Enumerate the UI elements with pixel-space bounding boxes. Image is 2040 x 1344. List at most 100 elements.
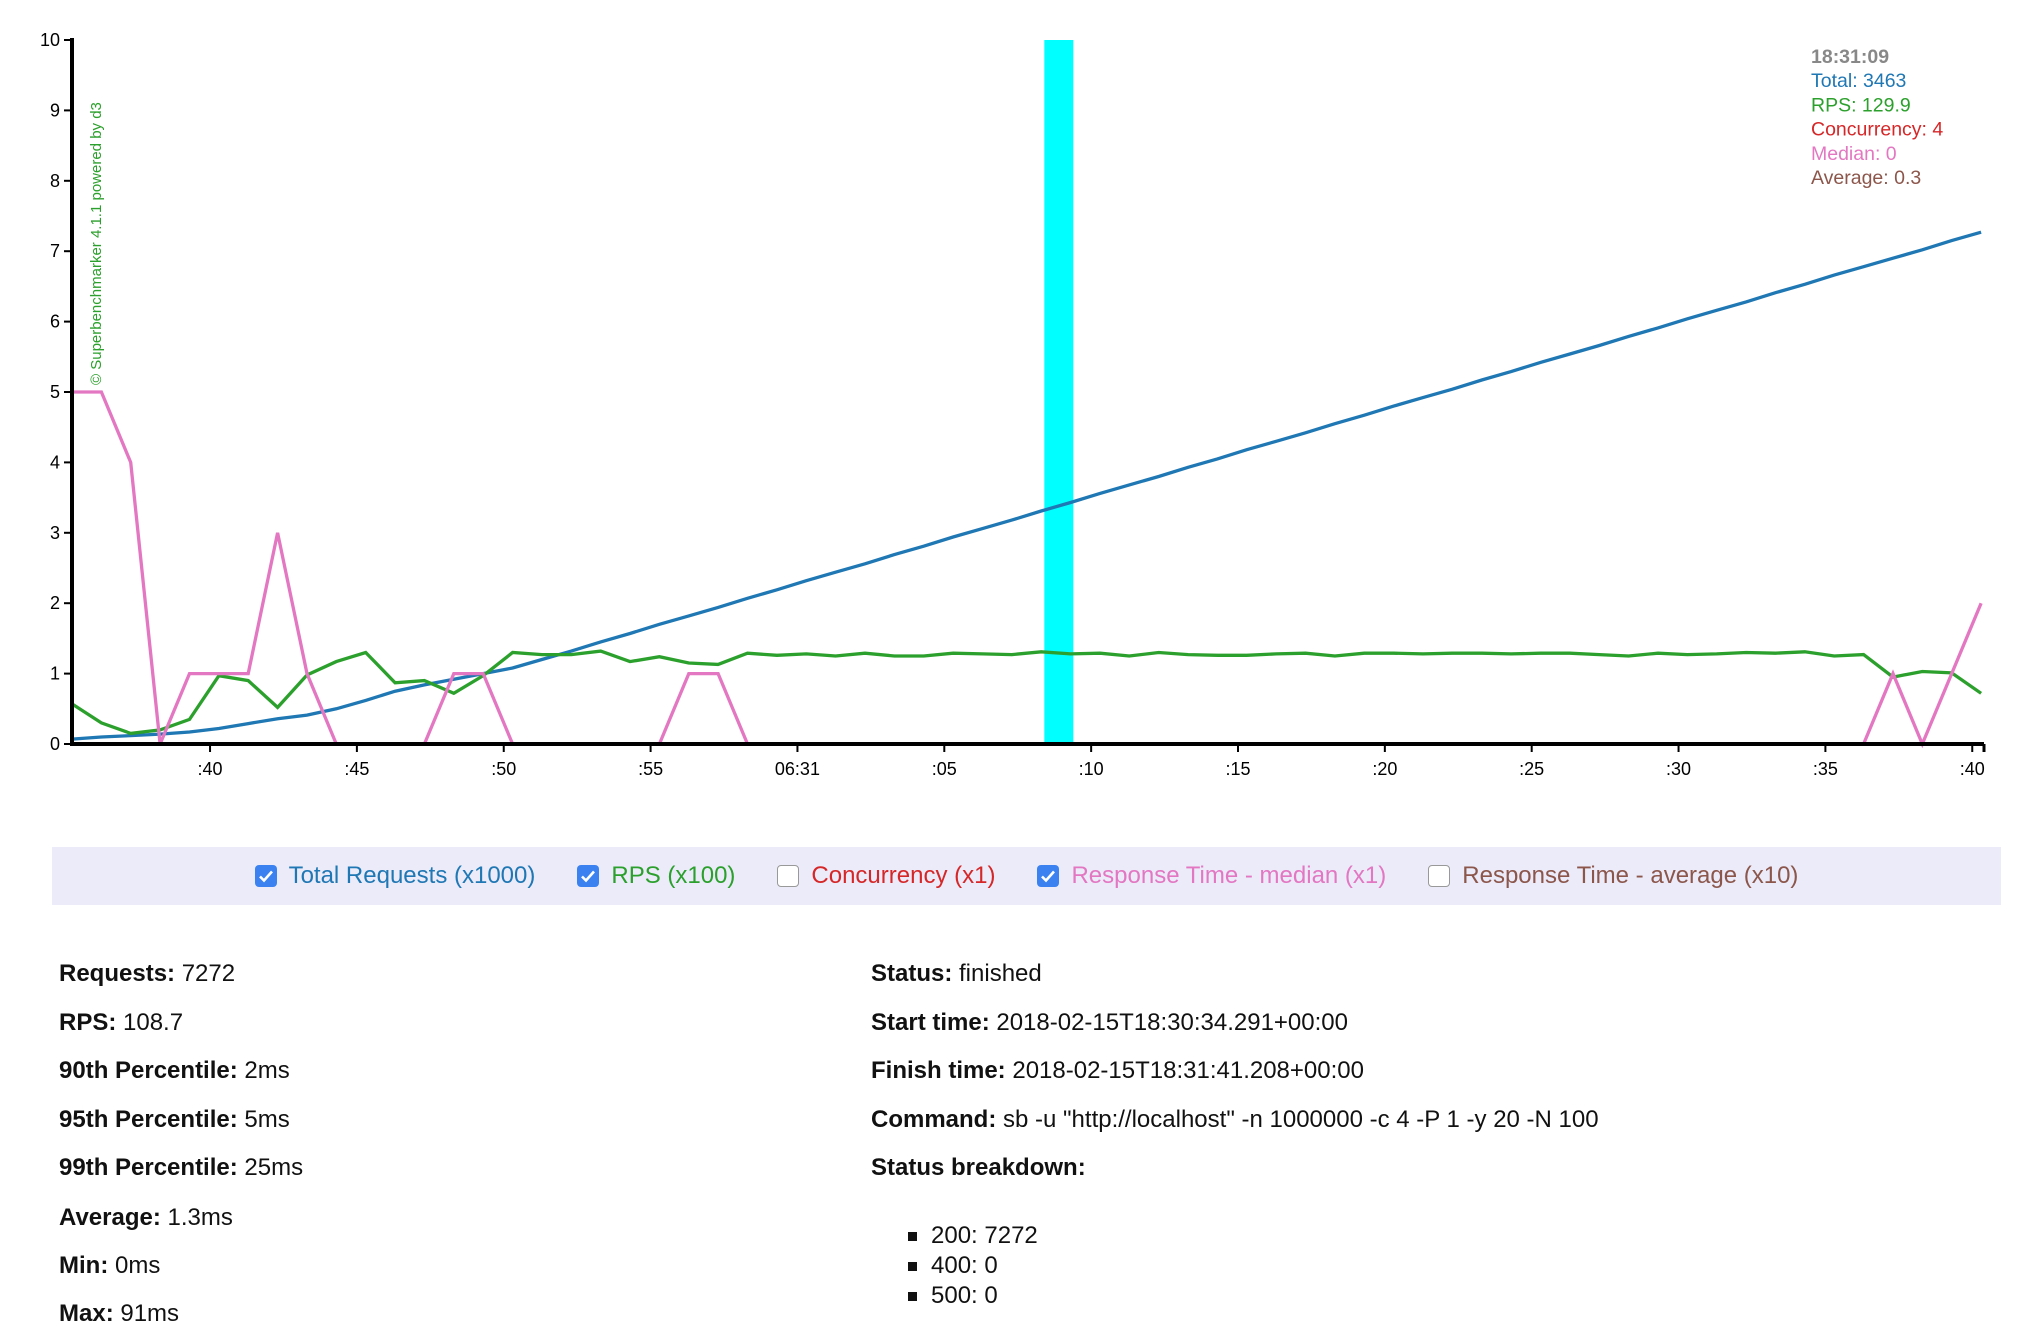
x-tick-label: :30: [1666, 759, 1691, 779]
stat-label: 90th Percentile:: [59, 1057, 238, 1084]
stat-row: Status: finished: [871, 960, 1042, 988]
stat-label: 99th Percentile:: [59, 1154, 238, 1181]
stat-value: 0ms: [108, 1252, 161, 1279]
stat-value: 91ms: [113, 1300, 180, 1327]
x-tick-label: :05: [932, 759, 957, 779]
check: [258, 870, 273, 883]
breakdown-item: 500: 0: [908, 1282, 998, 1310]
breakdown: Status breakdown:: [871, 1154, 1086, 1182]
y-tick-label: 10: [40, 30, 60, 50]
legend-item[interactable]: Total Requests (x1000): [254, 862, 536, 890]
stat-label: Min:: [59, 1252, 109, 1279]
y-tick-label: 2: [50, 593, 60, 613]
x-tick-label: :40: [1960, 759, 1985, 779]
series-line: [71, 230, 1982, 741]
legend: Total Requests (x1000) RPS (x100) Concurre…: [52, 847, 2001, 905]
check: [1041, 870, 1056, 883]
breakdown-text: 500: 0: [931, 1282, 998, 1309]
legend-item[interactable]: RPS (x100): [577, 862, 735, 890]
breakdown-title: Status breakdown:: [871, 1154, 1086, 1181]
stat-row: 99th Percentile: 25ms: [59, 1154, 303, 1182]
stat-label: Max:: [59, 1300, 114, 1327]
stat-label: Average:: [59, 1204, 161, 1231]
stat-row: Finish time: 2018-02-15T18:31:41.208+00:…: [871, 1057, 1364, 1085]
stat-row: 95th Percentile: 5ms: [59, 1106, 290, 1134]
y-tick-label: 0: [50, 734, 60, 754]
y-tick-label: 6: [50, 312, 60, 332]
y-tick-label: 9: [50, 100, 60, 120]
stat-label: 95th Percentile:: [59, 1106, 238, 1133]
tooltip-line: Average: 0.3: [1811, 167, 1921, 189]
x-tick-label: :15: [1225, 759, 1250, 779]
stat-label: Start time:: [871, 1009, 990, 1036]
checkbox[interactable]: [1037, 865, 1060, 887]
x-tick-label: :50: [491, 759, 516, 779]
breakdown-text: 400: 0: [931, 1252, 998, 1279]
stat-value: finished: [952, 960, 1042, 987]
stat-value: 25ms: [237, 1154, 304, 1181]
stat-value: 108.7: [116, 1009, 184, 1036]
breakdown-text: 200: 7272: [931, 1222, 1038, 1249]
y-tick-label: 1: [50, 664, 60, 684]
y-tick-label: 5: [50, 382, 60, 402]
checkbox[interactable]: [254, 865, 277, 887]
x-tick-label: :25: [1519, 759, 1544, 779]
stat-label: Status:: [871, 960, 953, 987]
legend-label: Concurrency (x1): [811, 862, 996, 889]
stat-value: 2018-02-15T18:31:41.208+00:00: [1005, 1057, 1364, 1084]
stat-row: Command: sb -u "http://localhost" -n 100…: [871, 1106, 1599, 1134]
x-tick-label: :35: [1813, 759, 1838, 779]
tooltip-line: Median: 0: [1811, 143, 1897, 165]
breakdown-item: 200: 7272: [908, 1222, 1038, 1250]
stat-value: sb -u "http://localhost" -n 1000000 -c 4…: [996, 1106, 1599, 1133]
x-tick-label: :20: [1372, 759, 1397, 779]
x-tick-label: :40: [198, 759, 223, 779]
check: [581, 870, 596, 883]
y-tick-label: 4: [50, 452, 60, 472]
legend-label: RPS (x100): [611, 862, 736, 889]
stat-row: RPS: 108.7: [59, 1009, 183, 1037]
checkbox[interactable]: [1428, 865, 1451, 887]
checkbox[interactable]: [577, 865, 600, 887]
stat-row: Requests: 7272: [59, 960, 235, 988]
stat-label: RPS:: [59, 1009, 117, 1036]
chart: 0 1 2 3 4 5 6 7 8 9 10:40:45:50:55 06:31:05:10:15:2…: [40, 30, 1986, 779]
stat-row: Min: 0ms: [59, 1252, 160, 1280]
breakdown-item: 400: 0: [908, 1252, 998, 1280]
legend-label: Response Time - average (x10): [1462, 862, 1799, 889]
cursor-bar: [1044, 40, 1074, 744]
watermark: © Superbenchmarker 4.1.1 powered by d3: [88, 102, 105, 385]
legend-item[interactable]: Response Time - median (x1): [1037, 862, 1386, 890]
bullet: [908, 1232, 917, 1242]
tooltip-line: RPS: 129.9: [1811, 94, 1911, 116]
bullet: [908, 1292, 917, 1302]
legend-item[interactable]: Response Time - average (x10): [1428, 862, 1798, 890]
series-line: [71, 649, 1983, 736]
stat-value: 2ms: [237, 1057, 290, 1084]
y-tick-label: 3: [50, 523, 60, 543]
x-tick-label: :10: [1079, 759, 1104, 779]
checkbox[interactable]: [777, 865, 800, 887]
legend-item[interactable]: Concurrency (x1): [777, 862, 995, 890]
stat-value: 5ms: [237, 1106, 290, 1133]
stat-value: 1.3ms: [160, 1204, 233, 1231]
y-tick-label: 8: [50, 171, 60, 191]
x-tick-label: :55: [638, 759, 663, 779]
x-tick-label: :45: [344, 759, 369, 779]
bullet: [908, 1262, 917, 1272]
y-tick-label: 7: [50, 241, 60, 261]
stat-label: Requests:: [59, 960, 176, 987]
stat-row: Max: 91ms: [59, 1300, 179, 1328]
tooltip-line: Total: 3463: [1811, 70, 1906, 92]
stat-value: 7272: [175, 960, 236, 987]
tooltip-line: 18:31:09: [1811, 46, 1889, 68]
legend-label: Response Time - median (x1): [1071, 862, 1387, 889]
stat-row: Average: 1.3ms: [59, 1204, 233, 1232]
tooltip-line: Concurrency: 4: [1811, 119, 1943, 141]
stat-value: 2018-02-15T18:30:34.291+00:00: [989, 1009, 1348, 1036]
stat-row: Start time: 2018-02-15T18:30:34.291+00:0…: [871, 1009, 1348, 1037]
series-line: [72, 390, 1983, 749]
legend-label: Total Requests (x1000): [288, 862, 536, 889]
stat-row: 90th Percentile: 2ms: [59, 1057, 290, 1085]
